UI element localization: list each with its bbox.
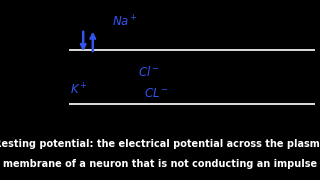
Text: Resting potential: the electrical potential across the plasma: Resting potential: the electrical potent… [0,139,320,149]
Text: Na$^+$: Na$^+$ [112,14,138,29]
Text: K$^+$: K$^+$ [70,82,88,98]
Text: membrane of a neuron that is not conducting an impulse: membrane of a neuron that is not conduct… [3,159,317,169]
Text: Cl$^-$: Cl$^-$ [138,65,159,79]
Text: CL$^-$: CL$^-$ [144,87,169,100]
